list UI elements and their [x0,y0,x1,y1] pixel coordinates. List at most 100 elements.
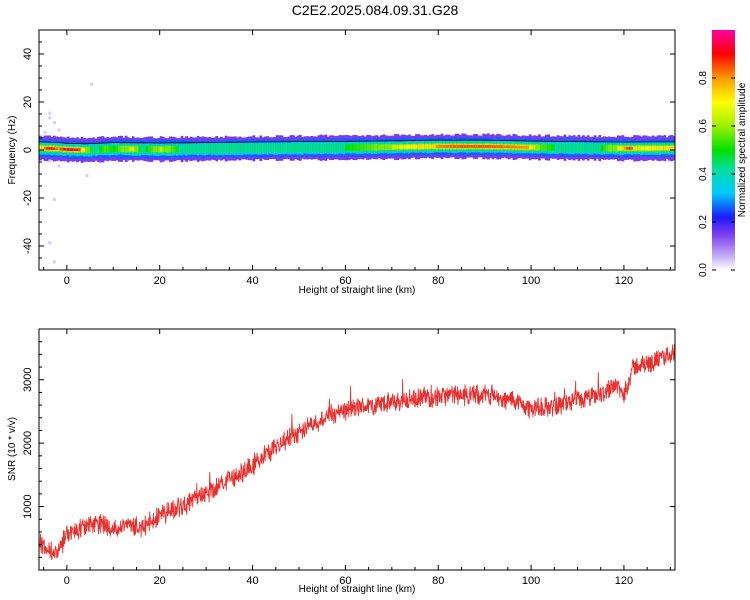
snr-x-label: Height of straight line (km) [299,584,416,595]
spectrogram-speckle [52,260,56,264]
spectrogram-cell [563,143,567,153]
spectrogram-cell [596,143,599,153]
spectrogram-cell [526,145,530,149]
spectrogram-cell [71,148,75,151]
spectrogram-cell [83,147,86,152]
spectrogram-cell [261,144,265,153]
spectrogram-cell [229,143,233,154]
figure-title: C2E2.2025.084.09.31.G28 [291,2,459,18]
spectrogram-cell [208,143,212,154]
spectrogram-cell [347,144,351,151]
spectrogram-speckle [48,111,52,115]
spectrogram-axes: 0 20 40 60 80 100 120 -40 -20 0 20 40 [22,29,675,287]
spectrogram-cell [496,145,499,149]
spectrogram-cell [598,143,602,153]
spectrogram-cell [630,146,634,150]
spectrogram-cell [556,142,560,153]
snr-frame [38,328,676,571]
x-tick-label: 20 [154,275,166,287]
spectrogram-cell [280,143,284,153]
x-tick-label: 100 [522,275,540,287]
spectrogram-speckle [90,82,94,86]
spectrogram-marks [39,82,675,264]
spectrogram-cell [603,145,606,151]
spectrogram-cell [531,145,534,150]
spectrogram-cell [352,144,356,151]
spectrogram-cell [366,144,369,151]
spectrogram-cell [628,146,632,150]
spectrogram-cell [575,142,578,153]
spectrogram-cell [113,145,116,152]
spectrogram-cell [354,144,358,151]
spectrogram-cell [298,143,302,153]
doppler-line [39,139,675,145]
spectrogram-cell [108,146,112,152]
spectrogram-cell [196,144,200,154]
spectrogram-cell [326,142,330,153]
spectrogram-cell [45,146,49,150]
spectrogram-cell [417,144,421,150]
spectrogram-cell [551,144,555,151]
spectrogram-cell [48,147,51,150]
spectrogram-cell [380,144,383,151]
spectrogram-cell [148,146,151,153]
spectrogram-cell [561,142,564,153]
spectrogram-cell [586,143,590,153]
spectrogram-cell [289,143,293,153]
spectrogram-cell [612,145,616,152]
spectrogram-cell [626,146,629,150]
spectrogram-cell [217,144,221,154]
spectrogram-cell [644,146,648,151]
y-tick-label: -40 [22,238,34,254]
spectrogram-cell [435,144,439,148]
spectrogram-cell [454,144,458,148]
spectrogram-cell [503,145,506,149]
spectrogram-cell [452,144,455,148]
spectrogram-cell [403,144,407,149]
spectrogram-cell [568,143,571,153]
spectrogram-cell [431,144,434,149]
spectrogram-cell [336,142,339,153]
spectrogram-cell [445,144,448,148]
spectrogram-speckle [57,128,61,132]
spectrogram-cell [470,144,474,148]
spectrogram-cell [621,146,625,151]
spectrogram-cell [549,144,553,151]
spectrogram-cell [292,143,295,153]
spectrogram-cell [538,144,541,151]
y-tick-label: 1000 [22,494,34,518]
spectrogram-cell [222,143,226,154]
spectrogram-cell [338,142,342,153]
spectrogram-speckle [57,164,61,168]
spectrogram-cell [387,144,390,151]
spectrogram-cell [240,144,244,153]
colorbar-tick-label: 0.8 [698,71,709,85]
spectrogram-cell [78,148,82,152]
spectrogram-cell [459,144,462,148]
spectrogram-cell [157,146,161,153]
spectrogram-cell [363,144,367,151]
spectrogram-cell [656,146,660,151]
spectrogram-cell [259,143,263,153]
spectrogram-cell [227,143,230,154]
spectrogram-cell [607,144,611,152]
spectrogram-cell [665,146,669,151]
spectrogram-cell [50,147,54,150]
spectrogram-cell [220,144,223,154]
spectrogram-cell [545,144,548,151]
spectrogram-cell [39,145,42,151]
spectrogram-cell [440,145,444,148]
spectrogram-cell [87,146,91,153]
spectrogram-cell [514,145,518,149]
spectrogram-cell [619,145,623,151]
spectrogram-cell [542,144,546,151]
spectrogram-cell [468,144,472,148]
spectrogram-cell [614,144,618,152]
spectrogram-cell [637,146,641,151]
spectrogram-cell [505,145,509,149]
spectrogram-cell [301,143,305,153]
spectrogram-cell [642,146,646,151]
spectrogram-cell [345,144,349,151]
spectrogram-cell [57,147,61,151]
